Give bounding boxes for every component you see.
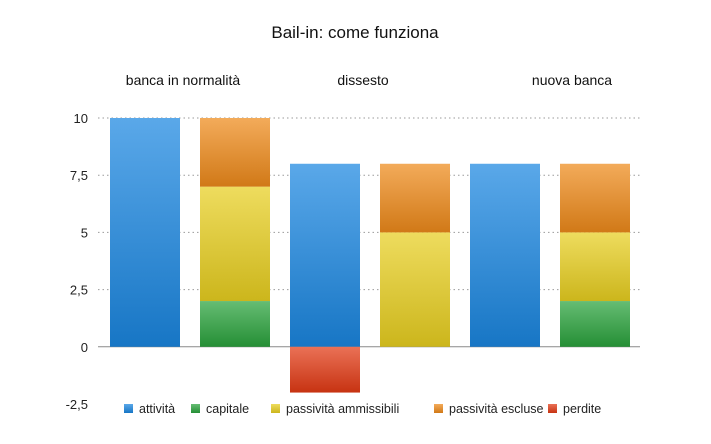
legend-swatch-attivita	[124, 404, 133, 413]
bar-segment-passivita-escluse	[560, 163, 630, 233]
legend-label-perdite: perdite	[563, 402, 601, 416]
legend-swatch-passivita-ammissibili	[271, 404, 280, 413]
bar-segment-passivita-ammissibili	[560, 232, 630, 302]
gridlines	[98, 117, 640, 348]
y-tick-label: 5	[81, 225, 88, 240]
legend-label-capitale: capitale	[206, 402, 249, 416]
y-tick-label: 0	[81, 340, 88, 355]
bar-segment-passivita-escluse	[380, 163, 450, 233]
legend-swatch-perdite	[548, 404, 557, 413]
bar-segment-passivita-ammissibili	[380, 232, 450, 347]
y-tick-label: -2,5	[66, 397, 88, 412]
bar-segment-attivita	[110, 118, 180, 347]
bar-segment-attivita	[290, 163, 360, 347]
legend-swatch-passivita-escluse	[434, 404, 443, 413]
legend-swatch-capitale	[191, 404, 200, 413]
y-tick-label: 7,5	[70, 168, 88, 183]
legend-label-passivita-escluse: passività escluse	[449, 402, 544, 416]
bar-segment-perdite	[290, 346, 360, 393]
bar-segment-passivita-escluse	[200, 118, 270, 187]
y-axis-ticks: 10 7,5 5 2,5 0 -2,5	[66, 111, 88, 412]
bars	[110, 118, 630, 393]
y-tick-label: 10	[74, 111, 88, 126]
group-label-dissesto: dissesto	[337, 72, 389, 88]
group-label-nuova-banca: nuova banca	[532, 72, 612, 88]
group-label-banca-in-normalita: banca in normalità	[126, 72, 241, 88]
bar-segment-attivita	[470, 163, 540, 347]
bar-segment-capitale	[560, 301, 630, 347]
chart-title: Bail-in: come funziona	[271, 23, 439, 42]
legend-label-passivita-ammissibili: passività ammissibili	[286, 402, 399, 416]
bar-segment-passivita-ammissibili	[200, 186, 270, 302]
y-tick-label: 2,5	[70, 283, 88, 298]
bar-segment-capitale	[200, 301, 270, 347]
legend: attività capitale passività ammissibili pas…	[124, 402, 601, 416]
legend-label-attivita: attività	[139, 402, 175, 416]
